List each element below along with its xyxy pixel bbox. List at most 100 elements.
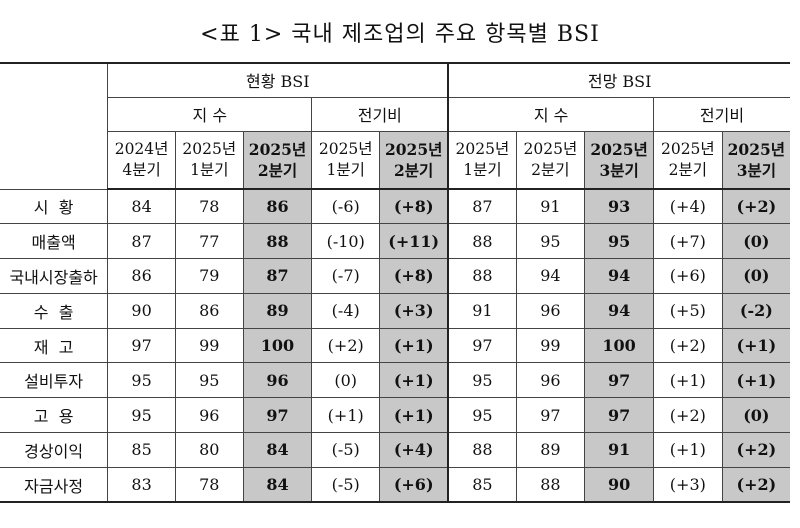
table-cell: 97 — [515, 397, 586, 434]
table-cell: 85 — [107, 432, 176, 468]
table-cell: (+4) — [379, 432, 449, 468]
table-cell: 95 — [107, 362, 176, 399]
subgroup-change-current: 전기비 — [311, 96, 449, 132]
table-cell: 97 — [242, 397, 313, 434]
table-cell: (+3) — [379, 292, 449, 329]
table-cell: 86 — [107, 258, 176, 294]
table-body: 시 황 84 78 86 (-6) (+8) 87 91 93 (+4) (+2) 매출액 87 77 88… — [0, 188, 790, 504]
table-row: 매출액 87 77 88 (-10) (+11) 88 95 95 (+7) (0) — [0, 223, 790, 260]
table-row: 설비투자 95 95 96 (0) (+1) 95 96 97 (+1) (+1) — [0, 362, 790, 399]
period-header: 2025년 2분기 — [242, 130, 313, 190]
table-cell: (+2) — [652, 327, 723, 364]
table-cell: 83 — [107, 466, 176, 504]
table-cell: 96 — [174, 397, 244, 434]
table-cell: 84 — [107, 188, 176, 225]
table-cell: 90 — [107, 292, 176, 329]
table-cell: (0) — [311, 362, 381, 399]
table-cell: 96 — [242, 362, 313, 399]
table-cell: (+3) — [652, 466, 723, 504]
group-header-outlook: 전망 BSI — [447, 62, 790, 98]
corner-cell — [0, 62, 109, 190]
table-cell: 95 — [447, 397, 517, 434]
table-cell: (+2) — [721, 466, 790, 504]
table-cell: (0) — [721, 258, 790, 294]
table-cell: (-5) — [311, 432, 381, 468]
table-cell: 99 — [174, 327, 244, 364]
table-cell: (+1) — [379, 327, 449, 364]
table-cell: 93 — [584, 188, 654, 225]
table-cell: (-4) — [311, 292, 381, 329]
table-cell: 91 — [515, 188, 586, 225]
subgroup-index-outlook: 지 수 — [447, 96, 654, 132]
table-cell: 96 — [515, 362, 586, 399]
subgroup-index-current: 지 수 — [107, 96, 313, 132]
table-cell: 95 — [107, 397, 176, 434]
table-cell: (+1) — [379, 397, 449, 434]
table-cell: (-10) — [311, 223, 381, 260]
table-cell: 90 — [584, 466, 654, 504]
row-label: 자금사정 — [0, 466, 109, 504]
table-cell: 99 — [515, 327, 586, 364]
table-cell: (0) — [721, 397, 790, 434]
table-cell: 86 — [174, 292, 244, 329]
table-cell: 87 — [447, 188, 517, 225]
table-cell: 88 — [242, 223, 313, 260]
table-row: 경상이익 85 80 84 (-5) (+4) 88 89 91 (+1) (+2) — [0, 432, 790, 468]
table-row: 국내시장출하 86 79 87 (-7) (+8) 88 94 94 (+6) (0) — [0, 258, 790, 294]
table-cell: 100 — [584, 327, 654, 364]
table-cell: (+8) — [379, 258, 449, 294]
table-row: 재 고 97 99 100 (+2) (+1) 97 99 100 (+2) (+1) — [0, 327, 790, 364]
period-header: 2025년 1분기 — [311, 130, 381, 190]
table-cell: (+2) — [721, 432, 790, 468]
table-cell: 87 — [242, 258, 313, 294]
table-cell: 78 — [174, 466, 244, 504]
table-cell: (-7) — [311, 258, 381, 294]
table-cell: (+1) — [311, 397, 381, 434]
table-cell: 84 — [242, 432, 313, 468]
table-cell: 97 — [584, 397, 654, 434]
table-cell: (+4) — [652, 188, 723, 225]
table-cell: 80 — [174, 432, 244, 468]
row-label: 설비투자 — [0, 362, 109, 399]
period-header: 2025년 2분기 — [652, 130, 723, 190]
row-label: 재 고 — [0, 327, 109, 364]
table-row: 시 황 84 78 86 (-6) (+8) 87 91 93 (+4) (+2) — [0, 188, 790, 225]
row-label: 시 황 — [0, 188, 109, 225]
period-header: 2025년 2분기 — [379, 130, 449, 190]
table-cell: (0) — [721, 223, 790, 260]
table-cell: 88 — [447, 223, 517, 260]
table-cell: 88 — [515, 466, 586, 504]
table-cell: 100 — [242, 327, 313, 364]
table-row: 고 용 95 96 97 (+1) (+1) 95 97 97 (+2) (0) — [0, 397, 790, 434]
table-cell: 86 — [242, 188, 313, 225]
table-cell: 87 — [107, 223, 176, 260]
subgroup-change-outlook: 전기비 — [652, 96, 790, 132]
table-cell: (+5) — [652, 292, 723, 329]
table-cell: 89 — [242, 292, 313, 329]
row-label: 매출액 — [0, 223, 109, 260]
table-cell: 84 — [242, 466, 313, 504]
period-header: 2025년 1분기 — [447, 130, 517, 190]
table-cell: 95 — [447, 362, 517, 399]
table-cell: 79 — [174, 258, 244, 294]
table-title: <표 1> 국내 제조업의 주요 항목별 BSI — [200, 22, 600, 47]
table-cell: (-6) — [311, 188, 381, 225]
period-header: 2025년 2분기 — [515, 130, 586, 190]
table-cell: (+7) — [652, 223, 723, 260]
table-cell: 94 — [515, 258, 586, 294]
table-cell: (+11) — [379, 223, 449, 260]
table-cell: 78 — [174, 188, 244, 225]
table-cell: 97 — [584, 362, 654, 399]
table-cell: (+6) — [652, 258, 723, 294]
period-header: 2024년 4분기 — [107, 130, 176, 190]
row-label: 수 출 — [0, 292, 109, 329]
row-label: 고 용 — [0, 397, 109, 434]
table-cell: 77 — [174, 223, 244, 260]
row-label: 경상이익 — [0, 432, 109, 468]
table-cell: (+2) — [721, 188, 790, 225]
table-cell: (+6) — [379, 466, 449, 504]
period-header: 2025년 3분기 — [721, 130, 790, 190]
period-header: 2025년 1분기 — [174, 130, 244, 190]
table-cell: 95 — [584, 223, 654, 260]
table-cell: 85 — [447, 466, 517, 504]
